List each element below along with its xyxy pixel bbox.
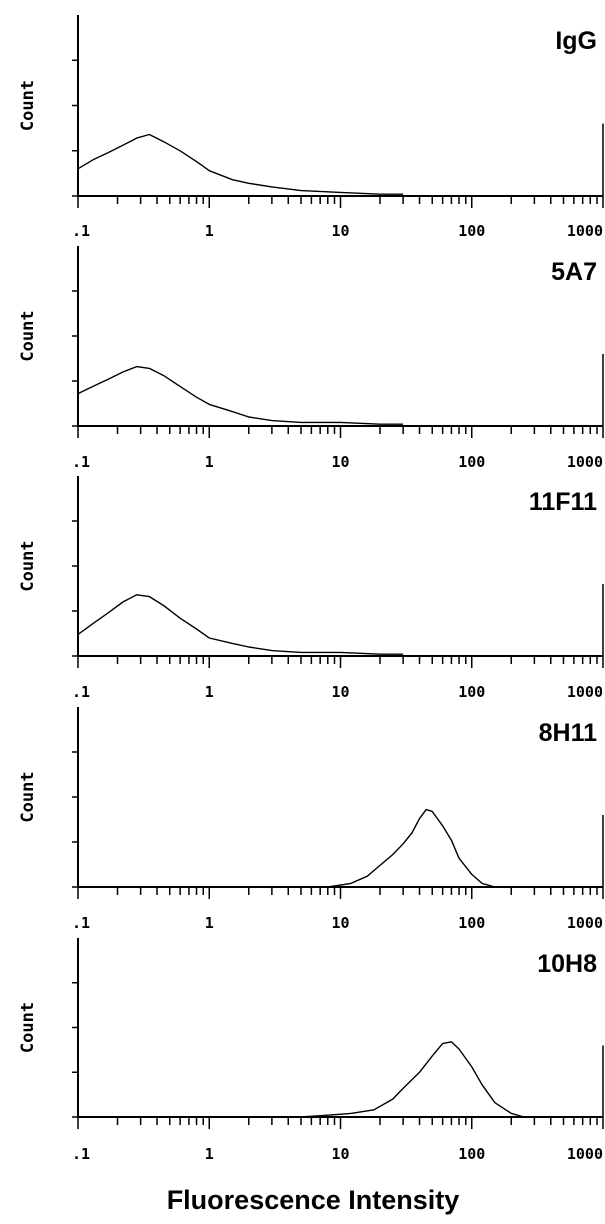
x-tick-label: 100	[458, 453, 485, 471]
x-tick-label: 1000	[567, 453, 603, 471]
panel-title: IgG	[555, 27, 597, 55]
x-tick-label: 1	[205, 914, 214, 932]
x-tick-label: .1	[72, 453, 90, 471]
histogram-panel: .1 1 10 100 1000 Count 8H11	[18, 707, 604, 932]
x-tick-label: 1	[205, 222, 214, 240]
y-axis-label: Count	[18, 1002, 38, 1053]
histogram-panel: .1 1 10 100 1000 Count 11F11	[18, 476, 604, 701]
panel-title: 8H11	[539, 719, 597, 747]
histogram-trace	[327, 808, 496, 888]
x-tick-label: 1000	[567, 1145, 603, 1163]
x-axis-label: Fluorescence Intensity	[167, 1185, 460, 1215]
x-tick-label: 1000	[567, 914, 603, 932]
x-tick-label: 10	[331, 683, 349, 701]
x-tick-label: .1	[72, 914, 90, 932]
x-tick-label: .1	[72, 222, 90, 240]
y-axis-label: Count	[18, 771, 38, 822]
x-tick-label: 100	[458, 1145, 485, 1163]
panel-title: 11F11	[529, 488, 597, 516]
x-tick-label: 1	[205, 1145, 214, 1163]
y-axis-label: Count	[18, 80, 38, 131]
histogram-panel: .1 1 10 100 1000 Count IgG	[18, 15, 604, 240]
histogram-trace	[77, 594, 404, 655]
x-tick-label: 100	[458, 914, 485, 932]
x-tick-label: 1000	[567, 222, 603, 240]
x-tick-label: 1	[205, 453, 214, 471]
x-tick-label: 100	[458, 222, 485, 240]
x-tick-label: 1000	[567, 683, 603, 701]
x-tick-label: 100	[458, 683, 485, 701]
x-tick-label: 10	[331, 222, 349, 240]
histogram-trace	[300, 1041, 525, 1118]
histogram-trace	[77, 133, 404, 195]
histogram-panel: .1 1 10 100 1000 Count 5A7	[18, 246, 604, 471]
panel-title: 10H8	[537, 950, 597, 978]
panel-title: 5A7	[551, 258, 597, 286]
histogram-trace	[77, 365, 404, 425]
histogram-panel: .1 1 10 100 1000 Count 10H8	[18, 938, 604, 1163]
x-tick-label: 10	[331, 914, 349, 932]
x-tick-label: 10	[331, 1145, 349, 1163]
x-tick-label: 1	[205, 683, 214, 701]
x-tick-label: .1	[72, 1145, 90, 1163]
y-axis-label: Count	[18, 310, 38, 361]
x-tick-label: .1	[72, 683, 90, 701]
x-tick-label: 10	[331, 453, 349, 471]
y-axis-label: Count	[18, 540, 38, 591]
